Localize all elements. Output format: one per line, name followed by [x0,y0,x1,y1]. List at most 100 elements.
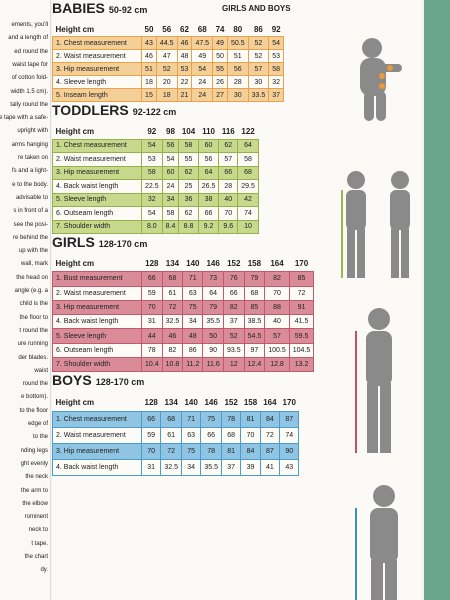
table-cell: 64 [197,165,220,180]
table-cell: 10.4 [141,357,163,373]
table-cell: 8.4 [161,219,180,234]
size-section: BABIES 50-92 cm Height cm 50 56 62 68 74 80 86 92 1… [52,0,422,102]
table-row: 4. Back waist length 31 32.5 34 35.5 37 38.5 40… [52,314,315,330]
header-cell: 92 [271,24,281,34]
table-cell: 78 [200,443,222,461]
header-cell: Height cm [55,24,95,34]
table-row: 2. Waist measurement 46 47 48 49 50 51 52 53 [52,49,285,63]
table-cell: 10 [237,219,259,234]
table-cell: 75 [180,443,202,461]
header-row: Height cm 92 98 104 110 116 122 [53,124,259,139]
header-cell: 158 [247,259,262,269]
table-cell: 5. Inseam length [52,88,142,102]
text-fragment: of cotton fold- [11,75,48,82]
table-cell: 33.5 [247,88,270,102]
baby-figure [360,38,402,121]
table-cell: 4. Sleeve length [52,75,142,89]
header-row: Height cm 128 134 140 146 152 158 164 170 [53,394,299,412]
left-column: ements, you'll and a length of ed round th… [0,0,51,600]
table-cell: 36 [178,192,199,207]
text-fragment: neck to [28,527,48,534]
text-fragment: child is the [19,301,48,308]
table-row: 3. Hip measurement 58 60 62 64 66 68 [52,165,259,180]
table-cell: 27 [212,88,228,102]
table-cell: 87 [279,411,300,429]
text-fragment: ure running [17,341,48,348]
table-cell: 30 [247,75,270,89]
text-fragment: ed round the [14,48,48,55]
table-cell: 22.5 [141,179,163,194]
table-cell: 52 [155,62,178,76]
table-cell: 39 [240,459,261,477]
table-cell: 68 [161,271,184,287]
toddler-figures [341,171,410,278]
table-cell: 68 [220,427,242,445]
table-cell: 22 [176,75,193,89]
header-cell: 50 [144,24,154,34]
table-cell: 4. Back waist length [52,179,142,194]
table-cell: 58 [268,62,285,76]
size-section: TODDLERS 92-122 cm GIRLS AND BOYS Height cm… [52,4,422,234]
text-fragment: the head on [16,274,48,281]
table-cell: 1. Chest measurement [52,36,142,50]
table-cell: 43 [141,36,157,50]
header-cell: 62 [180,24,189,34]
girl-figure [355,308,392,453]
text-fragment: rominent [24,514,48,521]
text-fragment: see the posi- [13,221,48,228]
table-cell: 24 [161,179,180,194]
table-row: 1. Chest measurement 54 56 58 60 62 64 [52,138,259,153]
table-cell: 85 [288,271,315,287]
range: 128-170 cm [95,377,145,388]
header-cell: 158 [243,398,258,408]
table-cell: 13.2 [288,357,315,373]
header-cell: 152 [227,259,241,269]
table-cell: 35.5 [202,314,224,330]
table-cell: 43 [279,459,300,477]
text-fragment: width 1.5 cm). [10,88,48,95]
table-cell: 53 [141,152,163,167]
text-fragment: re taken on [17,155,48,161]
table-cell: 59.5 [288,328,315,344]
table-cell: 82 [161,342,184,359]
header-cell: 98 [166,126,175,136]
table-cell: 86 [182,342,204,359]
table-cell: 50 [202,328,224,344]
header-cell: Height cm [55,259,95,269]
table-cell: 49 [191,49,214,63]
table-cell: 82 [222,299,245,316]
text-fragment: wall, mark [20,261,48,268]
text-fragment: der blades. [18,354,48,361]
table-row: 3. Hip measurement 51 52 53 54 55 56 57 58 [52,62,285,76]
text-fragment: the neck [25,474,48,481]
table-cell: 38 [197,192,220,207]
table-row: 3. Hip measurement 70 72 75 78 81 84 87 90 [52,443,300,461]
main-page: BABIES 50-92 cm Height cm 50 56 62 68 74 80 86 92 1… [52,0,422,600]
table-cell: 3. Hip measurement [52,165,142,180]
table-cell: 3. Hip measurement [52,299,142,316]
size-table: Height cm 128 134 140 146 152 158 164 170 1. Ches… [52,394,300,477]
table-cell: 62 [218,138,239,153]
table-cell: 1. Bust measurement [52,271,142,287]
text-fragment: the chart [24,554,48,560]
table-row: 4. Back waist length 22.5 24 25 26.5 28 29.5 [52,179,259,194]
table-cell: 53 [268,49,285,63]
subtitle: GIRLS AND BOYS [222,4,291,13]
table-row: 4. Back waist length 31 32.5 34 35.5 37 39 41 43 [52,459,300,477]
table-cell: 70 [141,299,163,316]
table-row: 4. Sleeve length 18 20 22 24 26 28 30 32 [52,75,285,89]
header-cell: 104 [181,126,196,136]
table-cell: 28 [226,75,249,89]
table-cell: 66 [218,165,239,180]
table-cell: 54 [268,36,285,50]
table-cell: 57 [218,152,239,167]
table-cell: 72 [160,443,182,461]
table-cell: 61 [161,285,184,301]
text-fragment: up with the [18,248,48,255]
header-cell: 116 [221,126,235,136]
table-cell: 84 [259,411,281,429]
text-fragment: t tape. [31,540,48,547]
table-cell: 84 [240,443,261,461]
header-cell: 86 [253,24,263,34]
table-cell: 31 [141,314,163,330]
